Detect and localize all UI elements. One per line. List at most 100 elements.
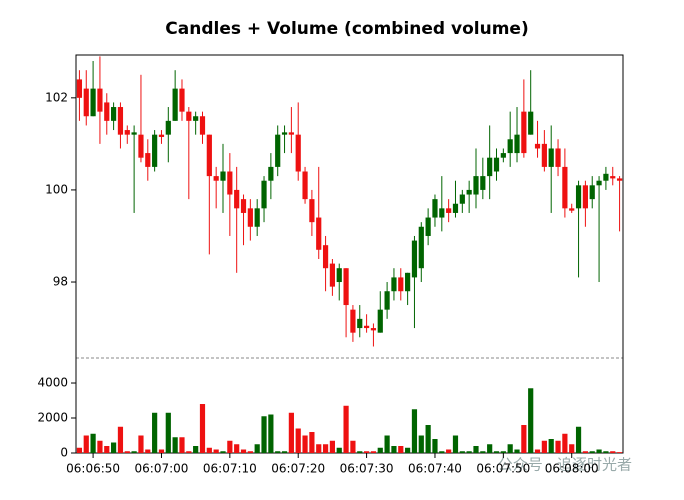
volume-bar [582, 451, 588, 453]
x-tick-label: 06:07:20 [271, 462, 325, 476]
y-tick-label: 98 [53, 275, 68, 289]
volume-bar [548, 439, 554, 453]
volume-bar [104, 446, 110, 453]
candle-body [446, 208, 452, 213]
volume-bar [288, 412, 294, 453]
volume-bar [213, 449, 219, 453]
candle-body [473, 176, 479, 195]
candle-body [582, 185, 588, 209]
volume-bar [124, 451, 130, 453]
candle-body [336, 268, 342, 283]
volume-bar [240, 449, 247, 453]
candle-body [275, 134, 281, 167]
volume-bar [610, 451, 616, 453]
candle-body [247, 208, 253, 227]
candle-body [541, 143, 547, 167]
candle-body [90, 88, 96, 117]
candle-body [398, 277, 404, 292]
candle-body [288, 132, 294, 135]
candle-body [83, 88, 89, 117]
candle-body [507, 139, 513, 154]
volume-bar [616, 452, 623, 453]
candle-body [616, 178, 623, 181]
volume-bar [261, 416, 267, 453]
volume-bar [343, 405, 349, 453]
volume-bar [473, 446, 479, 453]
volume-bar [302, 435, 308, 453]
candle-body [138, 134, 144, 158]
volume-bar [514, 449, 520, 453]
volume-bar [480, 451, 486, 453]
candle-body [575, 185, 582, 209]
candle-body [603, 173, 609, 181]
candle-body [145, 153, 151, 167]
x-tick-label: 06:07:50 [476, 462, 530, 476]
volume-bar [528, 388, 534, 453]
volume-bar [446, 449, 452, 453]
candle-body [514, 134, 520, 154]
candle-body [363, 325, 370, 329]
volume-bar [596, 449, 602, 453]
volume-bar [452, 435, 459, 453]
volume-bar [179, 437, 185, 453]
volume-bar [562, 433, 568, 453]
volume-bar [131, 451, 137, 453]
candle-body [357, 318, 363, 329]
volume-bar [193, 446, 199, 453]
x-tick-label: 06:07:30 [340, 462, 394, 476]
y-tick-label: 102 [45, 90, 68, 104]
volume-bar [227, 440, 233, 453]
candle-body [165, 120, 171, 135]
candle-body [384, 291, 390, 310]
candle-body [452, 203, 459, 213]
volume-bar [83, 435, 89, 453]
volume-bar [398, 446, 404, 453]
candle-body [234, 189, 240, 209]
volume-bar [76, 447, 83, 453]
candle-body [610, 176, 616, 179]
x-tick-label: 06:07:40 [408, 462, 462, 476]
volume-bar [254, 444, 260, 453]
candle-body [193, 116, 199, 121]
candle-body [555, 148, 561, 167]
candle-body [111, 107, 117, 121]
volume-bar [322, 444, 329, 453]
watermark: 公众号 · 追逐时光者 [498, 456, 632, 474]
candle-body [117, 107, 124, 135]
candle-body [104, 102, 110, 121]
volume-bar [206, 447, 212, 453]
candle-body [521, 111, 527, 154]
candle-body [97, 88, 103, 112]
candle-body [350, 309, 356, 333]
candle-body [206, 134, 212, 177]
candle-body [569, 208, 575, 211]
candle-body [548, 148, 554, 167]
candle-body [124, 130, 130, 135]
volume-bar [589, 451, 595, 453]
candle-body [377, 309, 383, 333]
volume-bar [370, 451, 377, 453]
volume-bar [439, 451, 445, 453]
volume-bar [384, 435, 390, 453]
x-tick-label: 06:07:00 [135, 462, 189, 476]
volume-bar [172, 437, 178, 453]
volume-bar [220, 451, 226, 453]
candle-body [439, 208, 445, 218]
candle-body [343, 268, 349, 306]
x-tick-label: 06:07:10 [203, 462, 257, 476]
candle-body [76, 79, 83, 98]
volume-bar [268, 414, 274, 453]
volume-bar [97, 440, 103, 453]
candle-body [411, 240, 418, 278]
candle-body [227, 171, 233, 195]
volume-bar [295, 428, 301, 453]
candle-body [131, 132, 137, 135]
candle-body [596, 180, 602, 186]
candle-body [534, 143, 541, 149]
volume-bar [275, 451, 281, 453]
volume-bar [603, 451, 609, 453]
volume-bar [418, 435, 424, 453]
candle-body [432, 199, 438, 218]
volume-bar [425, 425, 431, 453]
